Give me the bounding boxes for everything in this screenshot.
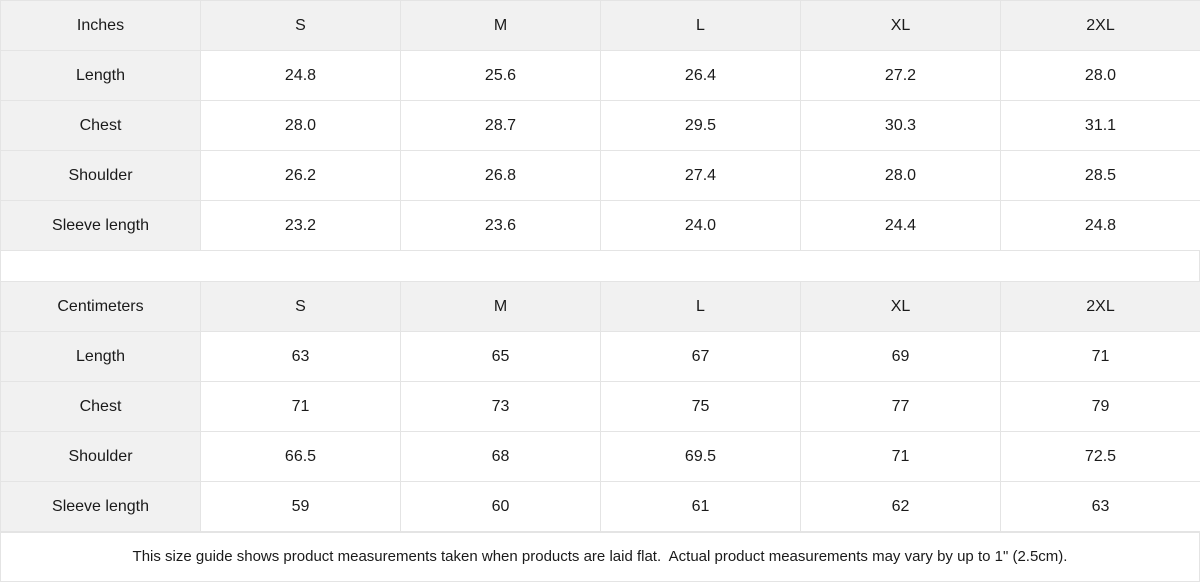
cell-length-2xl: 71 — [1001, 332, 1200, 382]
table-row: Chest 71 73 75 77 79 — [1, 382, 1200, 432]
cell-shoulder-m: 26.8 — [401, 151, 601, 201]
cell-sleeve-length-m: 60 — [401, 482, 601, 532]
cell-sleeve-length-xl: 62 — [801, 482, 1001, 532]
cell-shoulder-2xl: 72.5 — [1001, 432, 1200, 482]
size-header-m: M — [401, 1, 601, 51]
cell-chest-m: 28.7 — [401, 101, 601, 151]
table-row: Chest 28.0 28.7 29.5 30.3 31.1 — [1, 101, 1200, 151]
cell-sleeve-length-l: 61 — [601, 482, 801, 532]
cell-shoulder-xl: 28.0 — [801, 151, 1001, 201]
size-table-centimeters: Centimeters S M L XL 2XL Length 63 65 67… — [0, 281, 1200, 532]
cell-chest-l: 29.5 — [601, 101, 801, 151]
table-row: Shoulder 66.5 68 69.5 71 72.5 — [1, 432, 1200, 482]
size-header-m: M — [401, 282, 601, 332]
table-spacer — [0, 251, 1200, 281]
cell-length-xl: 69 — [801, 332, 1001, 382]
cell-length-2xl: 28.0 — [1001, 51, 1200, 101]
cell-sleeve-length-2xl: 24.8 — [1001, 201, 1200, 251]
table-row: Length 24.8 25.6 26.4 27.2 28.0 — [1, 51, 1200, 101]
table-row: Length 63 65 67 69 71 — [1, 332, 1200, 382]
cell-shoulder-s: 66.5 — [201, 432, 401, 482]
size-header-xl: XL — [801, 1, 1001, 51]
table-row: Sleeve length 23.2 23.6 24.0 24.4 24.8 — [1, 201, 1200, 251]
unit-header-inches: Inches — [1, 1, 201, 51]
cell-sleeve-length-l: 24.0 — [601, 201, 801, 251]
size-header-xl: XL — [801, 282, 1001, 332]
table-row: Shoulder 26.2 26.8 27.4 28.0 28.5 — [1, 151, 1200, 201]
cell-sleeve-length-2xl: 63 — [1001, 482, 1200, 532]
cell-length-s: 63 — [201, 332, 401, 382]
cell-chest-s: 28.0 — [201, 101, 401, 151]
cell-length-l: 67 — [601, 332, 801, 382]
cell-shoulder-m: 68 — [401, 432, 601, 482]
row-label-chest: Chest — [1, 101, 201, 151]
unit-header-centimeters: Centimeters — [1, 282, 201, 332]
footnote-text: This size guide shows product measuremen… — [133, 547, 1068, 567]
cell-length-m: 65 — [401, 332, 601, 382]
cell-sleeve-length-xl: 24.4 — [801, 201, 1001, 251]
cell-chest-m: 73 — [401, 382, 601, 432]
size-header-s: S — [201, 1, 401, 51]
cell-sleeve-length-m: 23.6 — [401, 201, 601, 251]
cell-length-m: 25.6 — [401, 51, 601, 101]
row-label-length: Length — [1, 51, 201, 101]
table-header-row: Centimeters S M L XL 2XL — [1, 282, 1200, 332]
row-label-sleeve-length: Sleeve length — [1, 482, 201, 532]
size-header-l: L — [601, 1, 801, 51]
cell-shoulder-l: 69.5 — [601, 432, 801, 482]
size-header-s: S — [201, 282, 401, 332]
cell-chest-xl: 30.3 — [801, 101, 1001, 151]
cell-length-xl: 27.2 — [801, 51, 1001, 101]
cell-length-l: 26.4 — [601, 51, 801, 101]
cell-chest-l: 75 — [601, 382, 801, 432]
cell-shoulder-2xl: 28.5 — [1001, 151, 1200, 201]
table-row: Sleeve length 59 60 61 62 63 — [1, 482, 1200, 532]
row-label-length: Length — [1, 332, 201, 382]
row-label-chest: Chest — [1, 382, 201, 432]
table-header-row: Inches S M L XL 2XL — [1, 1, 1200, 51]
size-header-2xl: 2XL — [1001, 1, 1200, 51]
size-table-inches: Inches S M L XL 2XL Length 24.8 25.6 26.… — [0, 0, 1200, 251]
row-label-shoulder: Shoulder — [1, 432, 201, 482]
cell-chest-s: 71 — [201, 382, 401, 432]
row-label-sleeve-length: Sleeve length — [1, 201, 201, 251]
cell-chest-xl: 77 — [801, 382, 1001, 432]
size-guide-footnote: This size guide shows product measuremen… — [0, 532, 1200, 582]
size-header-2xl: 2XL — [1001, 282, 1200, 332]
row-label-shoulder: Shoulder — [1, 151, 201, 201]
cell-chest-2xl: 31.1 — [1001, 101, 1200, 151]
size-header-l: L — [601, 282, 801, 332]
cell-length-s: 24.8 — [201, 51, 401, 101]
cell-sleeve-length-s: 23.2 — [201, 201, 401, 251]
cell-shoulder-l: 27.4 — [601, 151, 801, 201]
cell-shoulder-xl: 71 — [801, 432, 1001, 482]
cell-shoulder-s: 26.2 — [201, 151, 401, 201]
cell-chest-2xl: 79 — [1001, 382, 1200, 432]
cell-sleeve-length-s: 59 — [201, 482, 401, 532]
